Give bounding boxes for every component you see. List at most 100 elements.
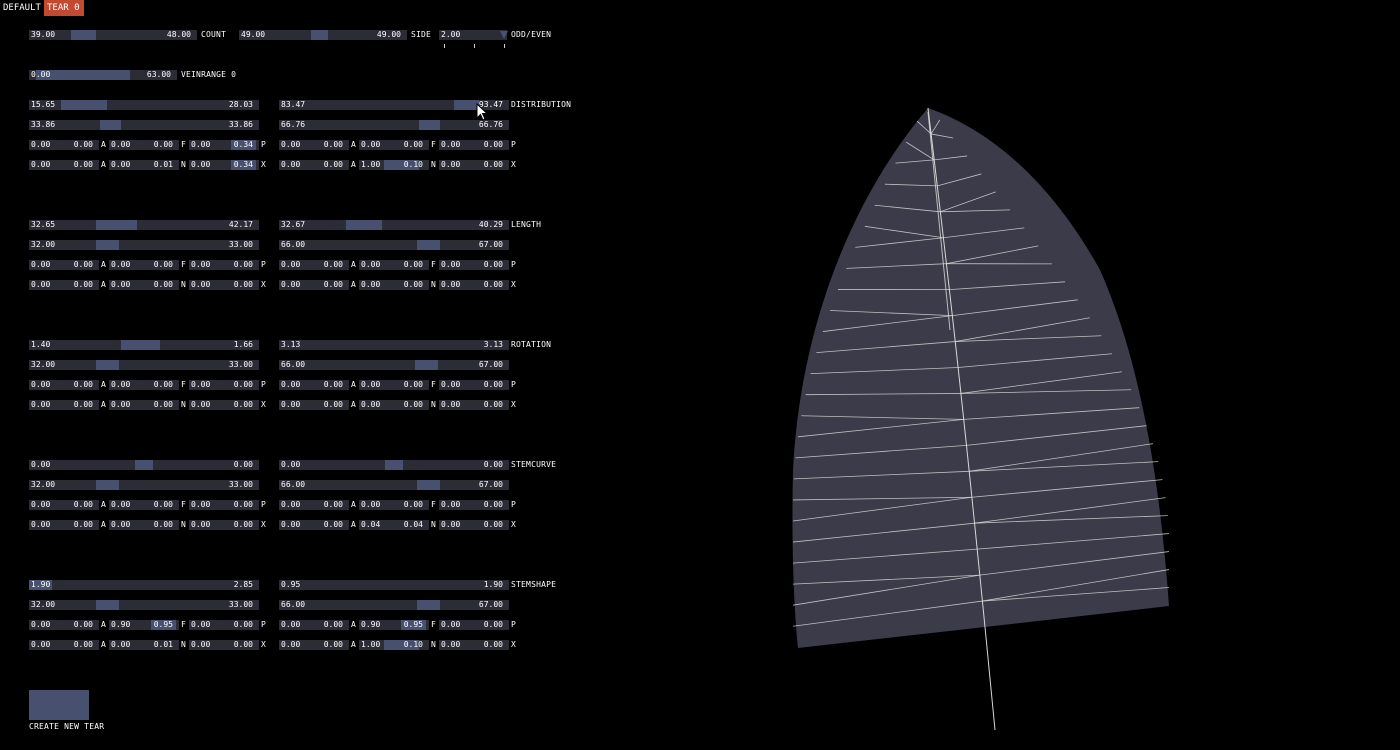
stemcurve-left-p-slider-1[interactable]: 0.00 0.00 [29,500,99,510]
distribution-right-p-slider-2[interactable]: 0.00 0.00 [359,140,429,150]
length-right-p-slider-2[interactable]: 0.00 0.00 [359,260,429,270]
distribution-right-x-slider-1-max: 0.00 [323,160,343,169]
stemshape-left-p-slider-2[interactable]: 0.90 0.95 [109,620,179,630]
length-right-slider[interactable]: 32.67 40.29 [279,220,509,230]
length-left-x-slider-3[interactable]: 0.00 0.00 [189,280,259,290]
stemcurve-right-x-slider-2[interactable]: 0.04 0.04 [359,520,429,530]
rotation-left-x-slider-2[interactable]: 0.00 0.00 [109,400,179,410]
rotation-left-p-slider-1[interactable]: 0.00 0.00 [29,380,99,390]
stemshape-left-p-slider-3[interactable]: 0.00 0.00 [189,620,259,630]
distribution-right-p-slider-3[interactable]: 0.00 0.00 [439,140,509,150]
stemcurve-right-range-slider[interactable]: 66.00 67.00 [279,480,509,490]
distribution-right-x-slider-2[interactable]: 1.00 0.10 [359,160,429,170]
stemshape-right-x-slider-1[interactable]: 0.00 0.00 [279,640,349,650]
rotation-right-x-slider-3[interactable]: 0.00 0.00 [439,400,509,410]
rotation-right-range-slider[interactable]: 66.00 67.00 [279,360,509,370]
length-right-p-slider-3[interactable]: 0.00 0.00 [439,260,509,270]
distribution-left-p-slider-2[interactable]: 0.00 0.00 [109,140,179,150]
stemcurve-left-x-slider-2[interactable]: 0.00 0.00 [109,520,179,530]
stemshape-left-range-slider[interactable]: 32.00 33.00 [29,600,259,610]
stemcurve-left-x-slider-1[interactable]: 0.00 0.00 [29,520,99,530]
rotation-right-x-slider-2[interactable]: 0.00 0.00 [359,400,429,410]
length-right-x-slider-1[interactable]: 0.00 0.00 [279,280,349,290]
distribution-right-p-slider-1[interactable]: 0.00 0.00 [279,140,349,150]
distribution-right-range-slider[interactable]: 66.76 66.76 [279,120,509,130]
distribution-left-x-slider-1[interactable]: 0.00 0.00 [29,160,99,170]
distribution-left-slider[interactable]: 15.65 28.03 [29,100,259,110]
odd-even-slider[interactable]: 2.00 [439,30,507,40]
length-right-x-slider-2[interactable]: 0.00 0.00 [359,280,429,290]
stemshape-right-p-slider-2-max: 0.95 [403,620,423,629]
length-left-p-slider-1[interactable]: 0.00 0.00 [29,260,99,270]
length-left-slider[interactable]: 32.65 42.17 [29,220,259,230]
stemshape-right-p-slider-1[interactable]: 0.00 0.00 [279,620,349,630]
length-left-x-slider-2[interactable]: 0.00 0.00 [109,280,179,290]
length-left-p-slider-3[interactable]: 0.00 0.00 [189,260,259,270]
rotation-left-range-slider[interactable]: 32.00 33.00 [29,360,259,370]
rotation-right-p-slider-3[interactable]: 0.00 0.00 [439,380,509,390]
stemshape-right-x-slider-2-fill [383,640,419,650]
stemshape-left-slider[interactable]: 1.90 2.85 [29,580,259,590]
stemcurve-right-x-slider-3[interactable]: 0.00 0.00 [439,520,509,530]
stemcurve-left-p-slider-2[interactable]: 0.00 0.00 [109,500,179,510]
distribution-left-x-slider-3[interactable]: 0.00 0.34 [189,160,259,170]
stemcurve-left-slider[interactable]: 0.00 0.00 [29,460,259,470]
distribution-left-p-slider-1[interactable]: 0.00 0.00 [29,140,99,150]
rotation-left-p-slider-2[interactable]: 0.00 0.00 [109,380,179,390]
length-left-p-slider-2[interactable]: 0.00 0.00 [109,260,179,270]
distribution-right-slider-max: 93.47 [478,100,503,109]
length-right-range-slider[interactable]: 66.00 67.00 [279,240,509,250]
distribution-right-x-slider-1[interactable]: 0.00 0.00 [279,160,349,170]
stemshape-left-x-slider-1[interactable]: 0.00 0.00 [29,640,99,650]
create-new-tear-button[interactable] [29,690,89,720]
stemcurve-left-letter-p: P [261,500,267,509]
length-right-p-slider-1[interactable]: 0.00 0.00 [279,260,349,270]
tab-tear-0[interactable]: TEAR 0 [44,0,84,16]
rotation-right-slider[interactable]: 3.13 3.13 [279,340,509,350]
distribution-left-range-slider[interactable]: 33.86 33.86 [29,120,259,130]
stemshape-right-p-slider-1-max: 0.00 [323,620,343,629]
veinrange-slider[interactable]: 0.00 63.00 [29,70,177,80]
stemcurve-right-slider[interactable]: 0.00 0.00 [279,460,509,470]
stemshape-left-slider-max: 2.85 [233,580,253,589]
stemshape-right-x-slider-2[interactable]: 1.00 0.10 [359,640,429,650]
length-left-range-slider[interactable]: 32.00 33.00 [29,240,259,250]
rotation-right-p-slider-2[interactable]: 0.00 0.00 [359,380,429,390]
distribution-left-p-slider-3[interactable]: 0.00 0.34 [189,140,259,150]
length-left-x-slider-3-min: 0.00 [191,280,211,289]
length-right-x-slider-3[interactable]: 0.00 0.00 [439,280,509,290]
rotation-left-slider[interactable]: 1.40 1.66 [29,340,259,350]
rotation-left-x-slider-1[interactable]: 0.00 0.00 [29,400,99,410]
stemcurve-right-p-slider-1[interactable]: 0.00 0.00 [279,500,349,510]
stemshape-right-x-slider-3[interactable]: 0.00 0.00 [439,640,509,650]
stemcurve-right-x-slider-1[interactable]: 0.00 0.00 [279,520,349,530]
stemshape-right-range-slider[interactable]: 66.00 67.00 [279,600,509,610]
stemshape-right-p-slider-3[interactable]: 0.00 0.00 [439,620,509,630]
stemshape-left-x-slider-3[interactable]: 0.00 0.00 [189,640,259,650]
distribution-left-x-slider-2[interactable]: 0.00 0.01 [109,160,179,170]
rotation-right-p-slider-1[interactable]: 0.00 0.00 [279,380,349,390]
rotation-left-p-slider-3[interactable]: 0.00 0.00 [189,380,259,390]
side-slider[interactable]: 49.00 49.00 [239,30,407,40]
stemshape-left-p-slider-1[interactable]: 0.00 0.00 [29,620,99,630]
distribution-right-slider-min: 83.47 [281,100,306,109]
stemcurve-left-p-slider-3[interactable]: 0.00 0.00 [189,500,259,510]
stemshape-right-slider[interactable]: 0.95 1.90 [279,580,509,590]
distribution-right-slider[interactable]: 83.47 93.47 [279,100,509,110]
stemcurve-right-p-slider-2[interactable]: 0.00 0.00 [359,500,429,510]
stemshape-right-p-slider-2[interactable]: 0.90 0.95 [359,620,429,630]
stemcurve-left-range-slider[interactable]: 32.00 33.00 [29,480,259,490]
length-left-x-slider-1[interactable]: 0.00 0.00 [29,280,99,290]
stemshape-left-x-slider-2[interactable]: 0.00 0.01 [109,640,179,650]
stemcurve-left-x-slider-3[interactable]: 0.00 0.00 [189,520,259,530]
odd-even-handle-icon[interactable] [500,31,508,39]
tab-default[interactable]: DEFAULT [0,0,42,16]
stemcurve-right-p-slider-3[interactable]: 0.00 0.00 [439,500,509,510]
length-left-letter-a: A [101,280,107,289]
distribution-right-x-slider-3[interactable]: 0.00 0.00 [439,160,509,170]
count-slider[interactable]: 39.00 48.00 [29,30,197,40]
stemshape-label: STEMSHAPE [511,580,557,589]
rotation-right-x-slider-1[interactable]: 0.00 0.00 [279,400,349,410]
rotation-left-x-slider-3[interactable]: 0.00 0.00 [189,400,259,410]
